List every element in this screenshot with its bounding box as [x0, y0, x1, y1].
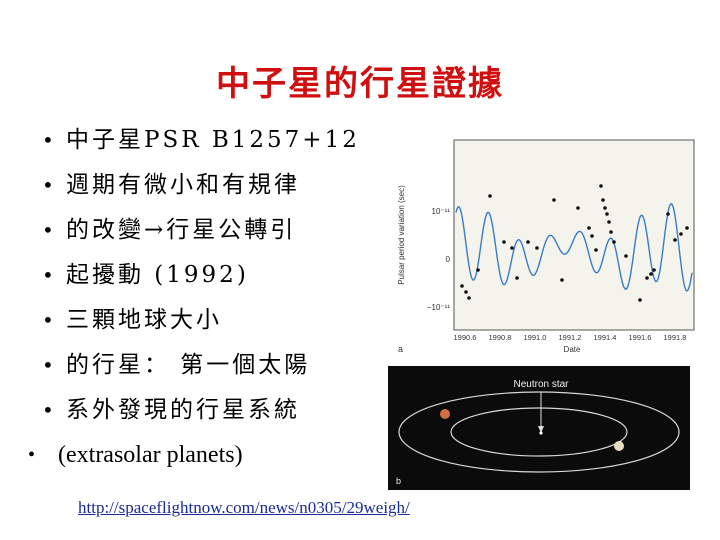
bullet-list: • 中子星PSR B1257+12 • 週期有微小和有規律 • 的改變→行星公轉引 •…	[26, 120, 360, 480]
period-variation-curve	[455, 202, 693, 292]
timing-point	[594, 248, 598, 252]
panel-label-b: b	[396, 476, 401, 486]
timing-point	[645, 276, 649, 280]
timing-point	[464, 290, 468, 294]
orbit-svg: Neutron star b	[388, 366, 690, 490]
x-tick-label: 1991.6	[629, 333, 652, 342]
bullet-dot: •	[42, 263, 57, 287]
timing-point	[609, 230, 613, 234]
bullet-text: 系外發現的行星系統	[66, 397, 300, 423]
timing-point	[601, 198, 605, 202]
bullet-text: 中子星PSR B1257+12	[66, 127, 360, 153]
timing-point	[607, 220, 611, 224]
bullet-text: 的行星： 第一個太陽	[66, 352, 311, 378]
bullet-dot: •	[42, 173, 57, 197]
bullet-text: 三顆地球大小	[66, 307, 222, 333]
timing-point	[560, 278, 564, 282]
outer-orbit	[398, 391, 680, 473]
bullet-dot: •	[42, 128, 57, 152]
timing-point	[605, 212, 609, 216]
x-tick-label: 1990.6	[454, 333, 477, 342]
bullet-item: • 的行星： 第一個太陽	[26, 345, 360, 390]
timing-point	[603, 206, 607, 210]
x-tick-label: 1991.0	[524, 333, 547, 342]
bullet-item: • 三顆地球大小	[26, 300, 360, 345]
x-tick-label: 1991.4	[594, 333, 617, 342]
timing-point	[526, 240, 530, 244]
timing-point	[535, 246, 539, 250]
timing-point	[510, 246, 514, 250]
bullet-item: • 起擾動 (1992)	[26, 255, 360, 300]
timing-point	[649, 272, 653, 276]
bullet-item-extrasolar: • (extrasolar planets)	[26, 435, 360, 480]
bullet-text: 週期有微小和有規律	[66, 172, 300, 198]
timing-point	[685, 226, 689, 230]
x-tick-label: 1990.8	[489, 333, 512, 342]
arrow-head-icon	[538, 426, 544, 433]
slide-title: 中子星的行星證據	[216, 64, 504, 104]
pulsar-timing-figure: Pulsar period variation (sec) 10⁻¹¹ 0 −1…	[392, 130, 702, 360]
bullet-text: 的改變→行星公轉引	[66, 217, 297, 243]
timing-point	[599, 184, 603, 188]
bullet-dot: •	[42, 218, 57, 242]
timing-point	[502, 240, 506, 244]
y-tick-label: −10⁻¹¹	[427, 303, 450, 312]
timing-point	[590, 234, 594, 238]
timing-points	[460, 184, 689, 302]
timing-point	[638, 298, 642, 302]
timing-point	[666, 212, 670, 216]
timing-point	[460, 284, 464, 288]
neutron-star	[539, 431, 543, 435]
timing-point	[467, 296, 471, 300]
bullet-dot: •	[28, 444, 36, 466]
timing-point	[624, 254, 628, 258]
planet-outer	[440, 409, 450, 419]
timing-point	[552, 198, 556, 202]
y-tick-label: 0	[446, 255, 451, 264]
bullet-item: • 中子星PSR B1257+12	[26, 120, 360, 165]
orbit-diagram: Neutron star b	[388, 366, 690, 490]
timing-point	[679, 232, 683, 236]
bullet-text: 起擾動 (1992)	[66, 262, 249, 288]
x-axis-label: Date	[564, 345, 581, 354]
bullet-text: (extrasolar planets)	[58, 442, 243, 468]
plot-frame	[453, 139, 695, 331]
bullet-dot: •	[42, 353, 57, 377]
neutron-star-label: Neutron star	[513, 379, 569, 390]
y-tick-label: 10⁻¹¹	[432, 207, 451, 216]
timing-point	[612, 240, 616, 244]
x-tick-label: 1991.8	[664, 333, 687, 342]
bullet-item: • 週期有微小和有規律	[26, 165, 360, 210]
timing-point	[587, 226, 591, 230]
timing-point	[515, 276, 519, 280]
bullet-dot: •	[42, 308, 57, 332]
y-axis-label: Pulsar period variation (sec)	[397, 185, 406, 285]
bullet-item: • 系外發現的行星系統	[26, 390, 360, 435]
source-link[interactable]: http://spaceflightnow.com/news/n0305/29w…	[78, 498, 410, 517]
pulsar-timing-svg: Pulsar period variation (sec) 10⁻¹¹ 0 −1…	[397, 139, 695, 354]
timing-point	[476, 268, 480, 272]
planet-inner	[614, 441, 624, 451]
x-tick-label: 1991.2	[559, 333, 582, 342]
timing-point	[652, 268, 656, 272]
timing-point	[673, 238, 677, 242]
timing-point	[488, 194, 492, 198]
bullet-dot: •	[42, 398, 57, 422]
bullet-item: • 的改變→行星公轉引	[26, 210, 360, 255]
inner-orbit	[450, 407, 628, 457]
panel-label-a: a	[398, 344, 403, 354]
timing-point	[576, 206, 580, 210]
